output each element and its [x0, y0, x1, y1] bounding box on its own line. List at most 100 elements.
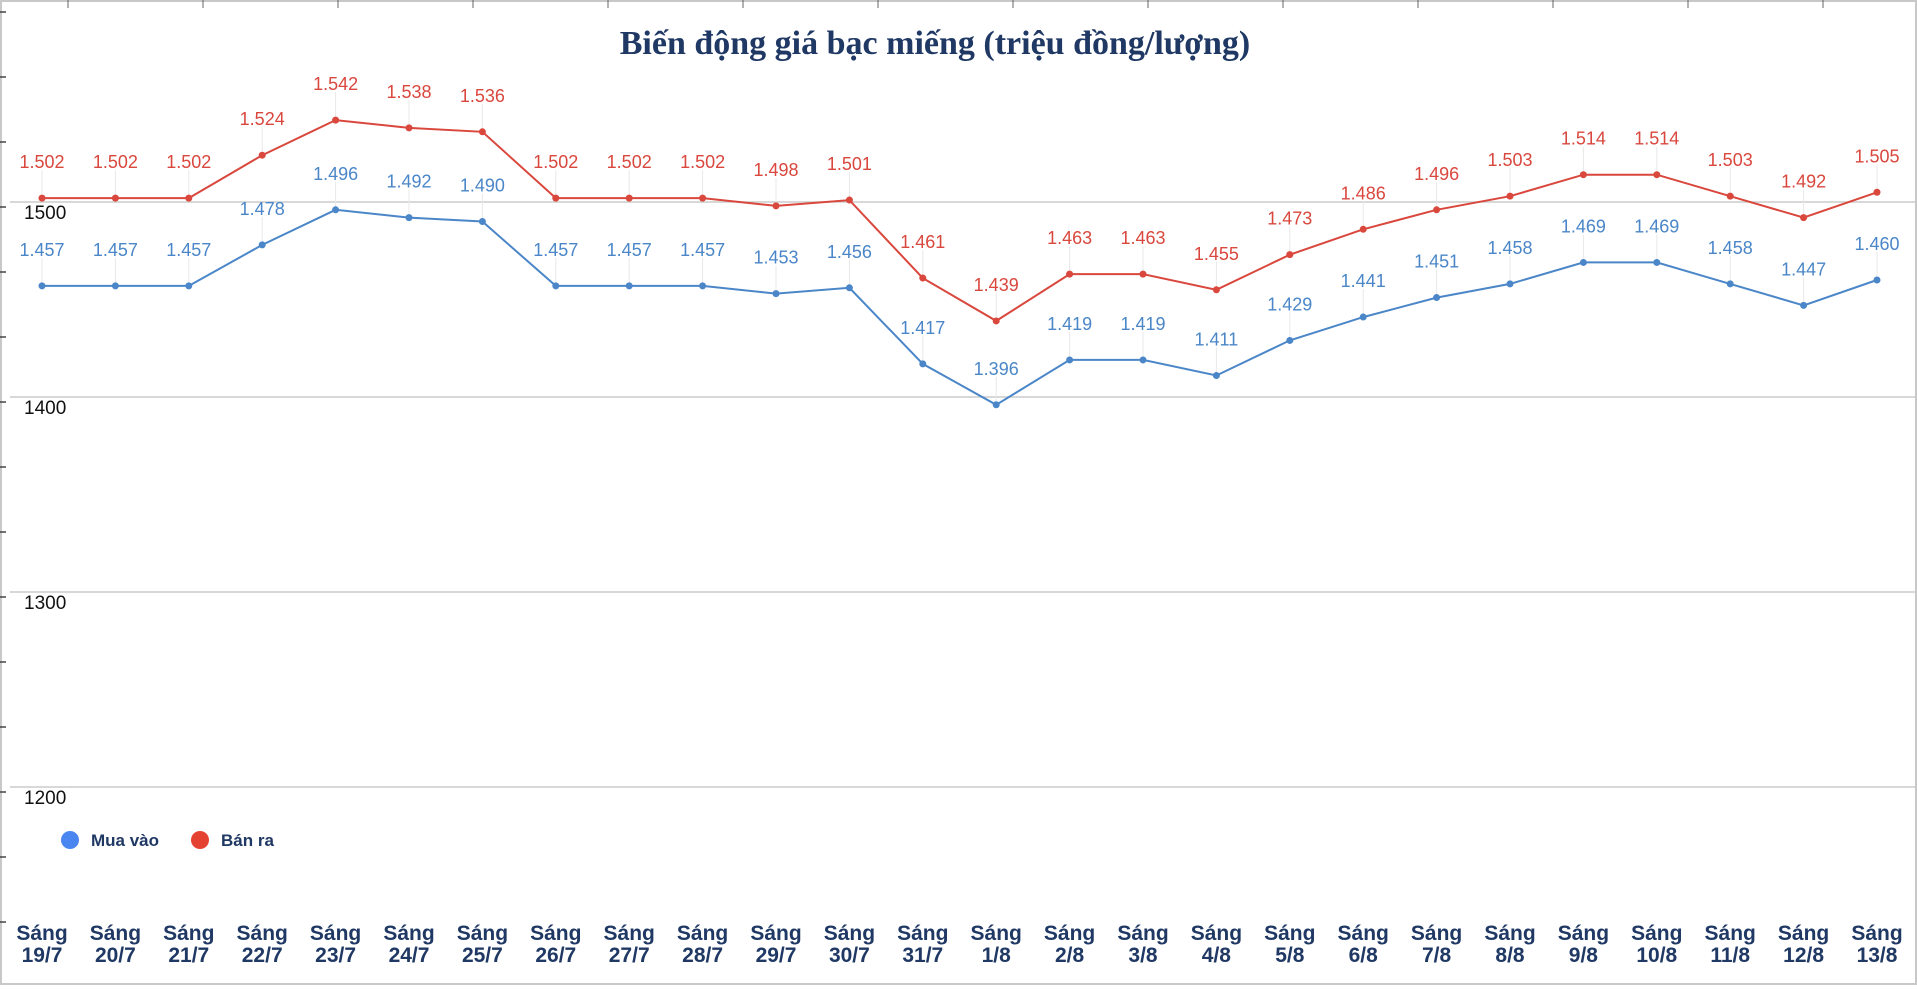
data-point: [1139, 270, 1147, 278]
x-tick-label-line: 9/8: [1569, 944, 1599, 967]
series-layer: 1.457 1.457 1.457 1.478 1.496 1.492 1.490 1.457…: [19, 74, 1900, 409]
data-label: 1.457: [680, 240, 725, 260]
data-point: [1286, 336, 1294, 344]
x-tick-label-line: Sáng: [971, 922, 1022, 945]
x-tick-label: Sáng 26/7: [530, 922, 581, 967]
data-point: [185, 194, 193, 202]
data-label: 1.457: [19, 240, 64, 260]
data-point: [1873, 188, 1881, 196]
data-point: [1579, 258, 1587, 266]
data-point: [38, 194, 46, 202]
x-tick-label-line: 20/7: [95, 944, 136, 967]
data-point: [1212, 372, 1220, 380]
data-point: [478, 128, 486, 136]
data-label: 1.502: [680, 152, 725, 172]
x-tick-label-line: Sáng: [1411, 922, 1462, 945]
y-tick-label: 1300: [24, 593, 66, 614]
data-label: 1.417: [900, 318, 945, 338]
data-point: [478, 218, 486, 225]
data-label: 1.458: [1708, 238, 1753, 258]
x-tick-label-line: Sáng: [90, 922, 141, 945]
data-point: [1066, 356, 1074, 364]
x-tick-label-line: Sáng: [897, 922, 948, 945]
data-label: 1.411: [1195, 330, 1239, 350]
data-point: [1433, 206, 1441, 214]
data-label: 1.538: [386, 82, 431, 102]
data-point: [185, 282, 193, 290]
data-point: [919, 274, 927, 282]
data-label: 1.492: [386, 172, 431, 192]
data-label: 1.514: [1634, 129, 1679, 149]
x-tick-label: Sáng 13/8: [1851, 922, 1902, 967]
x-tick-label-line: Sáng: [1631, 922, 1682, 945]
data-point: [1653, 171, 1661, 179]
data-label: 1.496: [313, 164, 358, 184]
chart-title: Biến động giá bạc miếng (triệu đồng/lượn…: [620, 25, 1251, 62]
legend-label: Bán ra: [221, 831, 274, 850]
data-label: 1.441: [1341, 271, 1386, 291]
x-tick-label-line: 11/8: [1710, 944, 1750, 967]
legend-marker: [191, 831, 209, 849]
x-tick-label-line: 13/8: [1857, 944, 1898, 967]
x-tick-label-line: 7/8: [1422, 944, 1452, 967]
x-tick-label: Sáng 1/8: [971, 922, 1022, 967]
x-tick-label-line: Sáng: [237, 922, 288, 945]
x-tick-label-line: Sáng: [604, 922, 655, 945]
x-tick-label-line: 27/7: [609, 944, 650, 967]
data-point: [1506, 192, 1514, 200]
data-label: 1.473: [1267, 209, 1312, 229]
x-tick-label-line: 3/8: [1128, 944, 1158, 967]
data-point: [1579, 171, 1587, 179]
x-tick-label-line: Sáng: [1484, 922, 1535, 945]
x-tick-label-line: 10/8: [1636, 944, 1677, 967]
x-tick-label-line: 5/8: [1275, 944, 1305, 967]
x-tick-label-line: 2/8: [1055, 944, 1085, 967]
data-label: 1.463: [1120, 228, 1165, 248]
data-point: [1726, 280, 1734, 288]
series-ban-ra: 1.502 1.502 1.502 1.524 1.542 1.538 1.536 1.502…: [19, 74, 1900, 325]
data-point: [625, 194, 633, 202]
x-tick-label-line: Sáng: [1778, 922, 1829, 945]
top-axis-ticks: [67, 0, 1824, 8]
x-tick-label: Sáng 2/8: [1044, 922, 1095, 967]
data-point: [699, 282, 707, 290]
x-tick-label-line: 8/8: [1495, 944, 1525, 967]
data-label: 1.439: [974, 275, 1019, 295]
data-label: 1.490: [460, 176, 505, 196]
x-tick-label-line: Sáng: [1558, 922, 1609, 945]
legend-item: Mua vào: [61, 831, 159, 850]
data-point: [1653, 258, 1661, 266]
x-tick-label-line: Sáng: [824, 922, 875, 945]
data-label: 1.461: [900, 232, 945, 252]
data-label: 1.453: [753, 248, 798, 268]
data-point: [405, 124, 413, 132]
data-point: [625, 282, 633, 290]
data-label: 1.492: [1781, 172, 1826, 192]
x-tick-label: Sáng 11/8: [1705, 922, 1756, 967]
x-tick-label: Sáng 27/7: [604, 922, 655, 967]
data-label: 1.502: [533, 152, 578, 172]
x-tick-label-line: 24/7: [389, 944, 430, 967]
data-point: [772, 290, 780, 298]
x-tick-label-line: Sáng: [1044, 922, 1095, 945]
x-tick-label: Sáng 23/7: [310, 922, 361, 967]
data-point: [258, 151, 266, 159]
x-tick-label-line: 6/8: [1349, 944, 1379, 967]
data-point: [1359, 313, 1367, 321]
data-label: 1.536: [460, 86, 505, 106]
y-tick-label: 1500: [24, 203, 66, 224]
data-label: 1.457: [166, 240, 211, 260]
x-tick-label: Sáng 30/7: [824, 922, 875, 967]
data-point: [992, 317, 1000, 325]
data-point: [1286, 251, 1294, 259]
data-point: [332, 116, 340, 124]
x-tick-label-line: 22/7: [242, 944, 283, 967]
x-tick-label: Sáng 7/8: [1411, 922, 1462, 967]
x-tick-label-line: 28/7: [682, 944, 723, 967]
data-label: 1.451: [1414, 252, 1459, 272]
legend-label: Mua vào: [91, 831, 159, 850]
data-point: [1800, 301, 1808, 309]
data-label: 1.429: [1267, 294, 1312, 314]
